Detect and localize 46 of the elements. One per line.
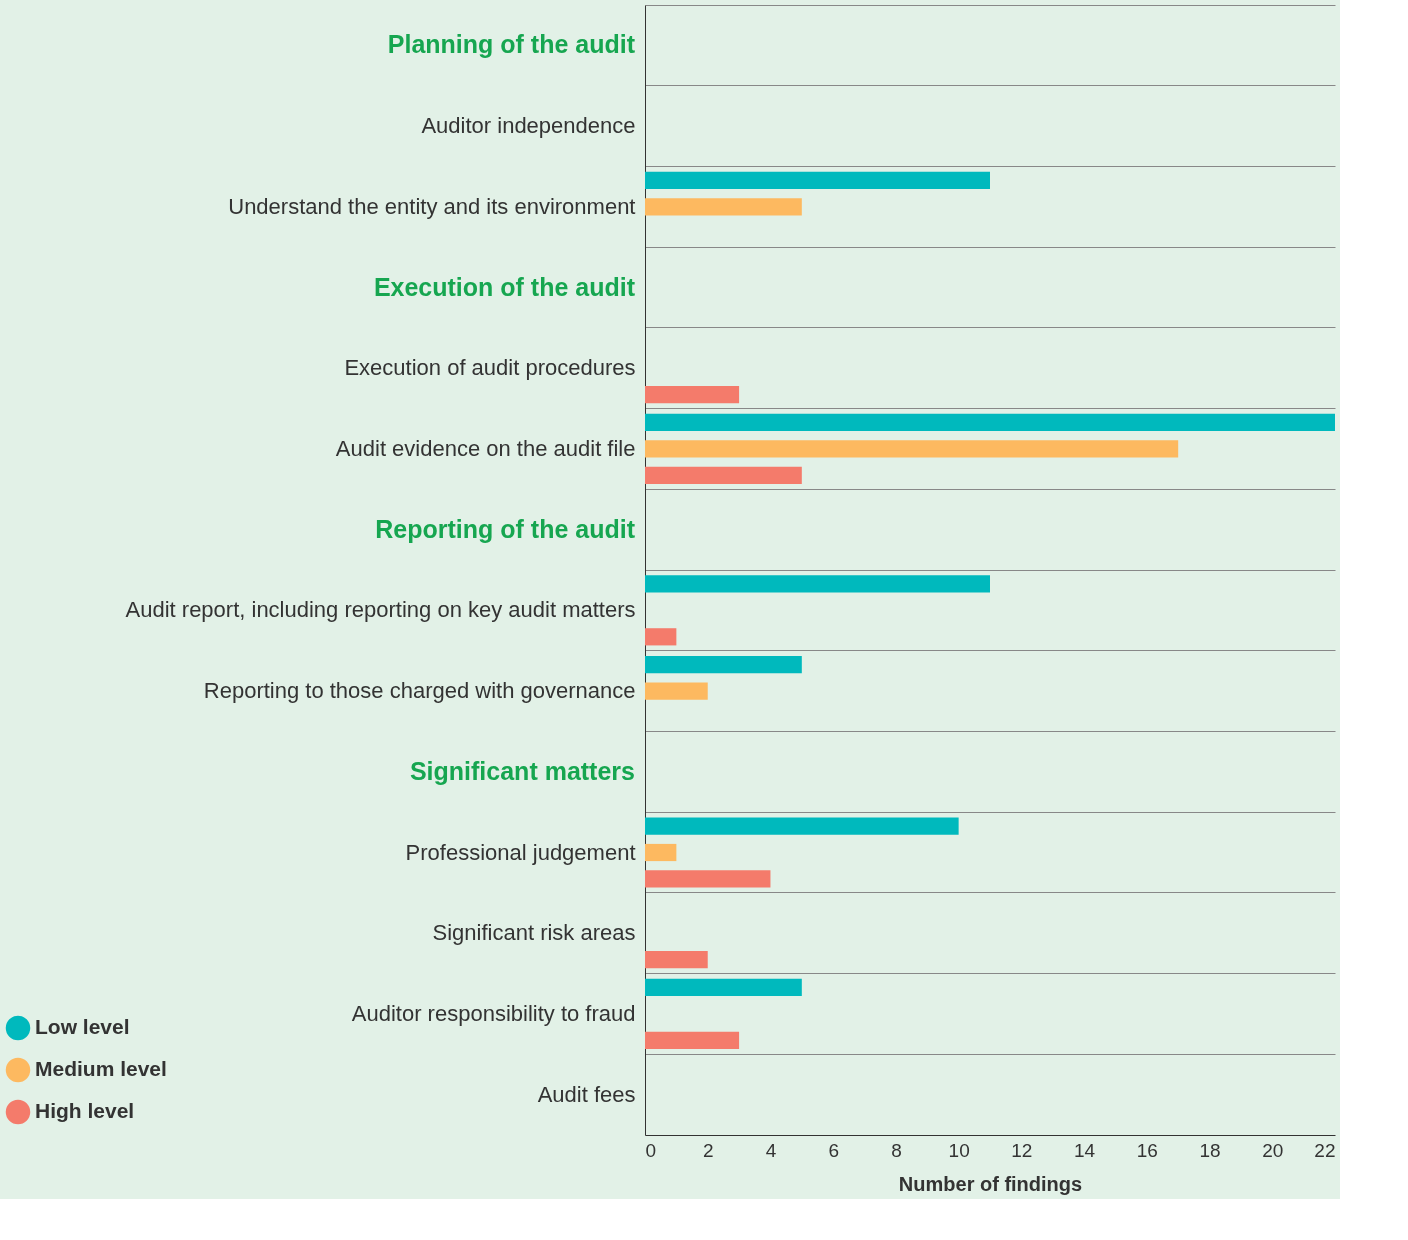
x-tick-label: 0 <box>645 1139 657 1161</box>
bar <box>645 870 771 888</box>
y-tick-label: Execution of audit procedures <box>344 355 636 381</box>
y-tick-label: Significant risk areas <box>432 920 636 946</box>
y-tick-label: Professional judgement <box>405 839 636 865</box>
text: Significant matters <box>409 756 635 785</box>
y-tick-label: Understand the entity and its environment <box>228 193 636 219</box>
x-tick-label: 14 <box>1074 1139 1096 1161</box>
x-tick-label: 16 <box>1136 1139 1158 1161</box>
bar <box>645 682 708 700</box>
bar <box>645 628 677 646</box>
x-tick-label: 2 <box>702 1139 714 1161</box>
y-tick-label: Audit report, including reporting on key audit matters <box>125 597 636 623</box>
x-tick-label: 22 <box>1314 1139 1336 1161</box>
bar <box>645 978 802 997</box>
legend-label: High level <box>35 1099 135 1122</box>
y-tick-label: Audit evidence on the audit file <box>335 435 636 461</box>
legend-label: Low level <box>35 1015 130 1038</box>
text: Execution of the audit <box>373 272 636 301</box>
y-tick-label: Auditor independence <box>421 113 636 139</box>
x-tick-label: 18 <box>1199 1139 1221 1161</box>
legend-label: Medium level <box>35 1057 167 1080</box>
bar <box>645 386 740 404</box>
bar <box>645 951 708 969</box>
text: Planning of the audit <box>387 30 636 59</box>
bar <box>645 171 990 189</box>
bar <box>645 440 1179 458</box>
bar <box>645 817 959 835</box>
y-tick-label: Reporting to those charged with governance <box>203 678 636 704</box>
y-tick-label: Audit fees <box>537 1081 636 1107</box>
bar <box>645 198 802 216</box>
bar <box>645 466 802 484</box>
bar <box>645 656 802 674</box>
bar <box>645 413 1335 432</box>
text: Reporting of the audit <box>375 514 636 543</box>
y-tick-label: Auditor responsibility to fraud <box>351 1000 636 1026</box>
x-axis-title: Number of findings <box>898 1172 1083 1195</box>
bar <box>645 575 990 593</box>
bar <box>645 1031 740 1049</box>
x-tick-label: 8 <box>891 1139 902 1161</box>
bar <box>645 843 677 862</box>
x-tick-label: 12 <box>1011 1139 1033 1161</box>
x-tick-label: 6 <box>828 1139 839 1161</box>
x-tick-label: 4 <box>765 1139 777 1161</box>
x-tick-label: 10 <box>948 1139 970 1161</box>
x-tick-label: 20 <box>1262 1139 1284 1161</box>
